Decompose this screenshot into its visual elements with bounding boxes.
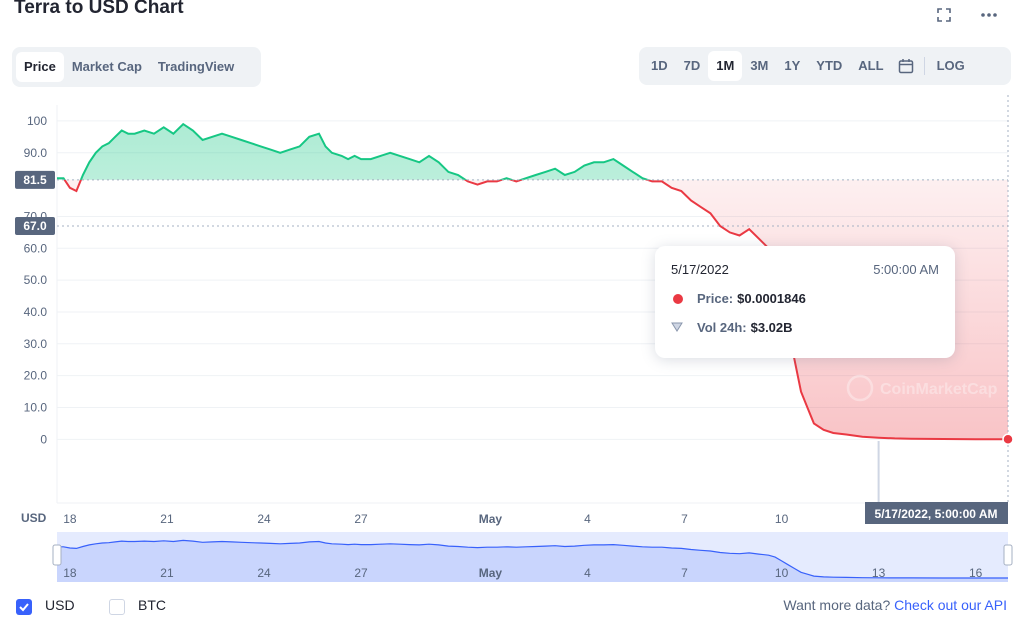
- check-icon: [19, 603, 29, 612]
- x-tick-label: 4: [584, 512, 591, 526]
- tooltip-volume-value: $3.02B: [750, 320, 793, 335]
- x-tick-label: 21: [160, 512, 174, 526]
- tab-price[interactable]: Price: [16, 52, 64, 82]
- hover-time-tag: [865, 502, 1008, 524]
- api-link[interactable]: Check out our API: [894, 597, 1007, 613]
- btc-label: BTC: [138, 597, 166, 613]
- y-tick-label: 60.0: [24, 241, 48, 255]
- y-tick-label: 40.0: [24, 305, 48, 319]
- navigator-tick-label: 18: [63, 566, 77, 580]
- chart-tooltip: 5/17/2022 5:00:00 AM Price: $0.0001846 V…: [655, 246, 955, 358]
- price-area-up: [57, 124, 648, 180]
- navigator-line: [57, 539, 1008, 579]
- y-tick-label: 20.0: [24, 369, 48, 383]
- navigator-tick-label: 16: [969, 566, 983, 580]
- volume-icon-glyph: [671, 322, 683, 332]
- expand-icon-glyph: [937, 8, 951, 22]
- price-line-up: [57, 122, 651, 180]
- range-7d[interactable]: 7D: [683, 58, 701, 73]
- more-icon[interactable]: [978, 4, 1000, 26]
- tooltip-volume-label: Vol 24h:: [697, 320, 747, 335]
- x-tick-label: 18: [63, 512, 77, 526]
- navigator-tick-label: 21: [160, 566, 174, 580]
- api-promo: Want more data? Check out our API: [783, 597, 1007, 613]
- reference-tag: [15, 170, 55, 189]
- x-tick-label: 10: [775, 512, 789, 526]
- price-dot-icon: [673, 293, 683, 304]
- range-3m[interactable]: 3M: [750, 58, 769, 73]
- more-icon-glyph: [981, 13, 997, 17]
- x-tick-label: 7: [681, 512, 688, 526]
- expand-icon[interactable]: [933, 4, 955, 26]
- tooltip-price-label: Price:: [697, 291, 734, 306]
- tab-tradingview[interactable]: TradingView: [157, 59, 235, 74]
- range-1m[interactable]: 1M: [708, 51, 743, 81]
- chart-type-tabs: Price Market Cap TradingView: [12, 47, 261, 87]
- navigator-handle-left[interactable]: [52, 544, 62, 566]
- navigator-tick-label: May: [479, 566, 503, 580]
- navigator-tick-label: 10: [775, 566, 789, 580]
- reference-tag-label: 81.5: [23, 173, 47, 187]
- tab-market-cap[interactable]: Market Cap: [71, 59, 142, 74]
- x-tick-label: May: [479, 512, 503, 526]
- y-tick-label: 100: [27, 114, 47, 128]
- navigator-tick-label: 24: [257, 566, 271, 580]
- watermark: CoinMarketCap: [846, 374, 998, 402]
- range-selector: 1D 7D 1M 3M 1Y YTD ALL LOG: [639, 47, 1011, 85]
- range-all[interactable]: ALL: [858, 58, 884, 73]
- currency-axis-label: USD: [21, 511, 47, 525]
- navigator-area: [57, 540, 1008, 582]
- range-1d[interactable]: 1D: [651, 58, 668, 73]
- btc-checkbox[interactable]: [109, 599, 125, 615]
- reference-tag-label: 67.0: [23, 219, 47, 233]
- navigator-tick-label: 4: [584, 566, 591, 580]
- volume-icon: [671, 321, 685, 335]
- more-data-text: Want more data?: [783, 597, 891, 613]
- tooltip-price-value: $0.0001846: [737, 291, 806, 306]
- navigator-tick-label: 13: [872, 566, 886, 580]
- tooltip-time: 5:00:00 AM: [873, 262, 939, 277]
- hover-point: [1002, 433, 1014, 446]
- range-ytd[interactable]: YTD: [816, 58, 843, 73]
- navigator-tick-label: 7: [681, 566, 688, 580]
- hover-time-label: 5/17/2022, 5:00:00 AM: [875, 507, 998, 521]
- calendar-icon-glyph: [898, 59, 913, 74]
- calendar-icon[interactable]: [892, 51, 920, 81]
- usd-checkbox[interactable]: [16, 599, 32, 615]
- y-tick-label: 30.0: [24, 337, 48, 351]
- watermark-text: CoinMarketCap: [880, 381, 998, 398]
- navigator-tick-label: 27: [354, 566, 368, 580]
- x-tick-label: 24: [257, 512, 271, 526]
- range-divider: [923, 57, 925, 75]
- usd-label: USD: [45, 597, 75, 613]
- price-chart[interactable]: 10090.070.060.050.040.030.020.010.0081.5…: [0, 95, 1024, 587]
- price-area-down: [57, 179, 1008, 440]
- page-title: Terra to USD Chart: [14, 0, 184, 18]
- y-tick-label: 0: [40, 432, 47, 446]
- reference-tag: [15, 216, 55, 235]
- tooltip-date: 5/17/2022: [671, 262, 729, 277]
- range-1y[interactable]: 1Y: [784, 58, 801, 73]
- x-tick-label: 27: [354, 512, 368, 526]
- y-tick-label: 90.0: [24, 146, 48, 160]
- y-tick-label: 50.0: [24, 273, 48, 287]
- watermark-logo: [846, 374, 874, 402]
- y-tick-label: 10.0: [24, 400, 48, 414]
- navigator-handle-right[interactable]: [1003, 544, 1013, 566]
- log-toggle[interactable]: LOG: [936, 58, 965, 73]
